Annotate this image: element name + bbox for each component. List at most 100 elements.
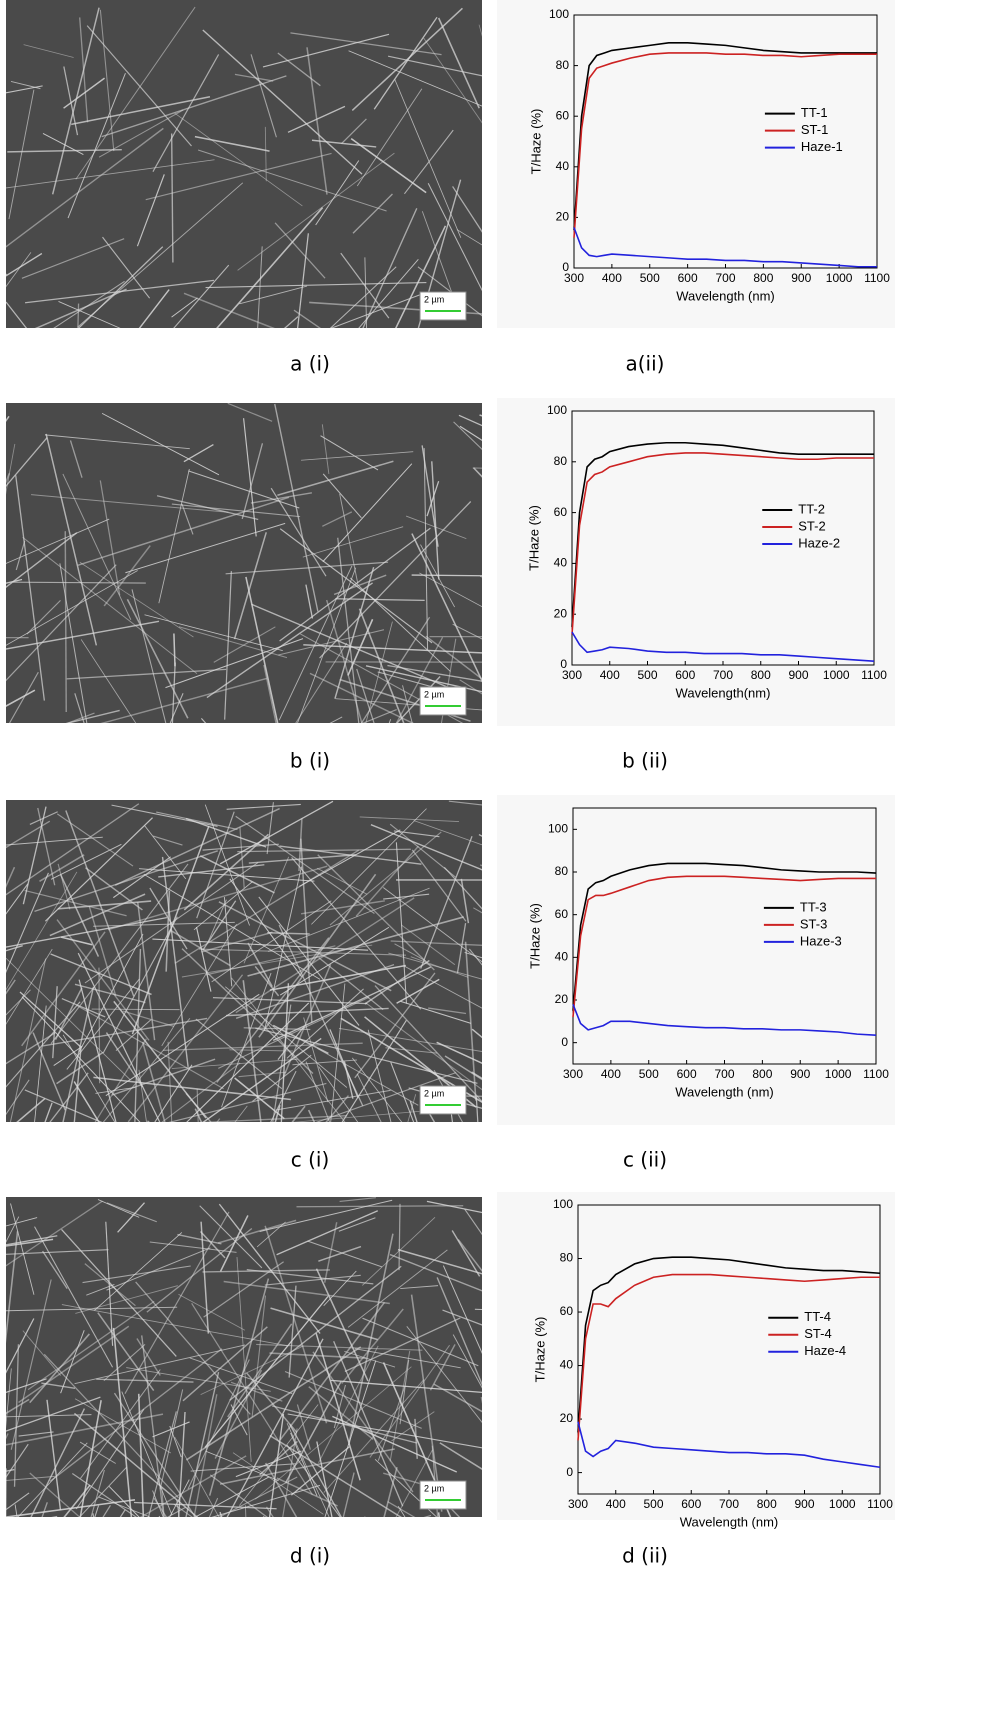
x-tick-label: 700 bbox=[719, 1497, 739, 1511]
caption: a(ii) bbox=[626, 352, 665, 376]
figure: 2 µm a (i) a(ii) 2 µm b (i) b (ii) 2 µm c (i) c … bbox=[0, 0, 985, 1726]
y-tick-label: 20 bbox=[560, 1411, 574, 1425]
legend-label: TT-2 bbox=[798, 501, 825, 516]
x-tick-label: 500 bbox=[637, 668, 657, 682]
x-tick-label: 800 bbox=[752, 1067, 772, 1081]
x-tick-label: 900 bbox=[788, 668, 808, 682]
y-axis-label: T/Haze (%) bbox=[532, 1317, 547, 1383]
y-tick-label: 80 bbox=[556, 58, 570, 72]
nanowire bbox=[267, 1507, 380, 1681]
y-tick-label: 100 bbox=[553, 1197, 573, 1211]
y-tick-label: 40 bbox=[554, 556, 568, 570]
nanowire bbox=[93, 1513, 122, 1661]
caption: c (ii) bbox=[623, 1148, 667, 1172]
nanowire bbox=[154, 1498, 267, 1675]
x-tick-label: 700 bbox=[714, 1067, 734, 1081]
nanowire bbox=[160, 1119, 220, 1199]
nanowire bbox=[15, 1504, 29, 1597]
legend-label: Haze-1 bbox=[801, 139, 843, 154]
y-axis-label: T/Haze (%) bbox=[527, 903, 542, 969]
x-axis-label: Wavelength (nm) bbox=[675, 1084, 774, 1099]
x-tick-label: 800 bbox=[751, 668, 771, 682]
x-tick-label: 1100 bbox=[867, 1497, 893, 1511]
caption: d (ii) bbox=[622, 1544, 668, 1568]
x-axis-label: Wavelength (nm) bbox=[680, 1514, 779, 1529]
sem-background bbox=[6, 800, 482, 1122]
y-tick-label: 100 bbox=[548, 822, 568, 836]
x-tick-label: 300 bbox=[563, 1067, 583, 1081]
legend-label: ST-2 bbox=[798, 518, 825, 533]
x-tick-label: 400 bbox=[602, 271, 622, 285]
legend-label: Haze-3 bbox=[800, 933, 842, 948]
scale-bar-label: 2 µm bbox=[424, 689, 444, 699]
y-tick-label: 60 bbox=[560, 1304, 574, 1318]
y-tick-label: 60 bbox=[554, 505, 568, 519]
x-tick-label: 1000 bbox=[823, 668, 850, 682]
y-tick-label: 40 bbox=[556, 159, 570, 173]
y-tick-label: 40 bbox=[560, 1358, 574, 1372]
y-tick-label: 20 bbox=[556, 210, 570, 224]
caption: a (i) bbox=[290, 352, 330, 376]
legend-label: TT-3 bbox=[800, 899, 827, 914]
x-tick-label: 1100 bbox=[863, 1067, 889, 1081]
y-tick-label: 100 bbox=[549, 7, 569, 21]
x-tick-label: 400 bbox=[606, 1497, 626, 1511]
y-tick-label: 40 bbox=[555, 950, 569, 964]
nanowire bbox=[6, 1468, 7, 1530]
legend-label: TT-4 bbox=[804, 1309, 831, 1324]
x-tick-label: 500 bbox=[640, 271, 660, 285]
scale-bar-label: 2 µm bbox=[424, 294, 444, 304]
x-tick-label: 500 bbox=[639, 1067, 659, 1081]
y-tick-label: 80 bbox=[555, 864, 569, 878]
y-tick-label: 20 bbox=[555, 992, 569, 1006]
nanowire bbox=[220, 1512, 256, 1625]
x-tick-label: 600 bbox=[675, 668, 695, 682]
x-tick-label: 1000 bbox=[825, 1067, 852, 1081]
x-tick-label: 600 bbox=[677, 1067, 697, 1081]
y-tick-label: 60 bbox=[556, 108, 570, 122]
y-tick-label: 0 bbox=[561, 1035, 568, 1049]
x-tick-label: 700 bbox=[713, 668, 733, 682]
nanowire bbox=[0, 1502, 47, 1708]
chart: 3004005006007008009001000110002040608010… bbox=[497, 398, 895, 726]
legend-label: Haze-2 bbox=[798, 535, 840, 550]
y-tick-label: 0 bbox=[562, 260, 569, 274]
x-tick-label: 800 bbox=[757, 1497, 777, 1511]
sem-image: 2 µm bbox=[0, 0, 560, 463]
x-tick-label: 900 bbox=[794, 1497, 814, 1511]
y-tick-label: 20 bbox=[554, 606, 568, 620]
caption: d (i) bbox=[290, 1544, 330, 1568]
x-tick-label: 800 bbox=[753, 271, 773, 285]
caption: b (ii) bbox=[622, 749, 668, 773]
scale-bar-label: 2 µm bbox=[424, 1088, 444, 1098]
x-tick-label: 600 bbox=[678, 271, 698, 285]
y-tick-label: 80 bbox=[554, 454, 568, 468]
y-tick-label: 0 bbox=[566, 1465, 573, 1479]
chart: 3004005006007008009001000110002040608010… bbox=[497, 1192, 895, 1529]
x-axis-label: Wavelength (nm) bbox=[676, 288, 775, 303]
y-tick-label: 0 bbox=[560, 657, 567, 671]
x-tick-label: 400 bbox=[601, 1067, 621, 1081]
caption: c (i) bbox=[291, 1148, 330, 1172]
nanowire bbox=[174, 634, 175, 667]
x-tick-label: 1000 bbox=[826, 271, 853, 285]
x-tick-label: 900 bbox=[791, 271, 811, 285]
legend-label: ST-4 bbox=[804, 1326, 831, 1341]
caption: b (i) bbox=[290, 749, 330, 773]
nanowire bbox=[0, 1517, 57, 1552]
nanowire bbox=[53, 1506, 99, 1648]
x-tick-label: 300 bbox=[568, 1497, 588, 1511]
x-tick-label: 500 bbox=[643, 1497, 663, 1511]
legend-label: Haze-4 bbox=[804, 1343, 846, 1358]
x-tick-label: 900 bbox=[790, 1067, 810, 1081]
chart: 3004005006007008009001000110002040608010… bbox=[497, 795, 895, 1125]
nanowire bbox=[398, 1506, 475, 1629]
nanowire bbox=[180, 1517, 264, 1587]
nanowire bbox=[65, 531, 66, 712]
x-tick-label: 1100 bbox=[864, 271, 890, 285]
nanowire bbox=[345, 1517, 365, 1726]
x-tick-label: 600 bbox=[681, 1497, 701, 1511]
y-axis-label: T/Haze (%) bbox=[528, 109, 543, 175]
nanowire bbox=[43, 1505, 110, 1613]
